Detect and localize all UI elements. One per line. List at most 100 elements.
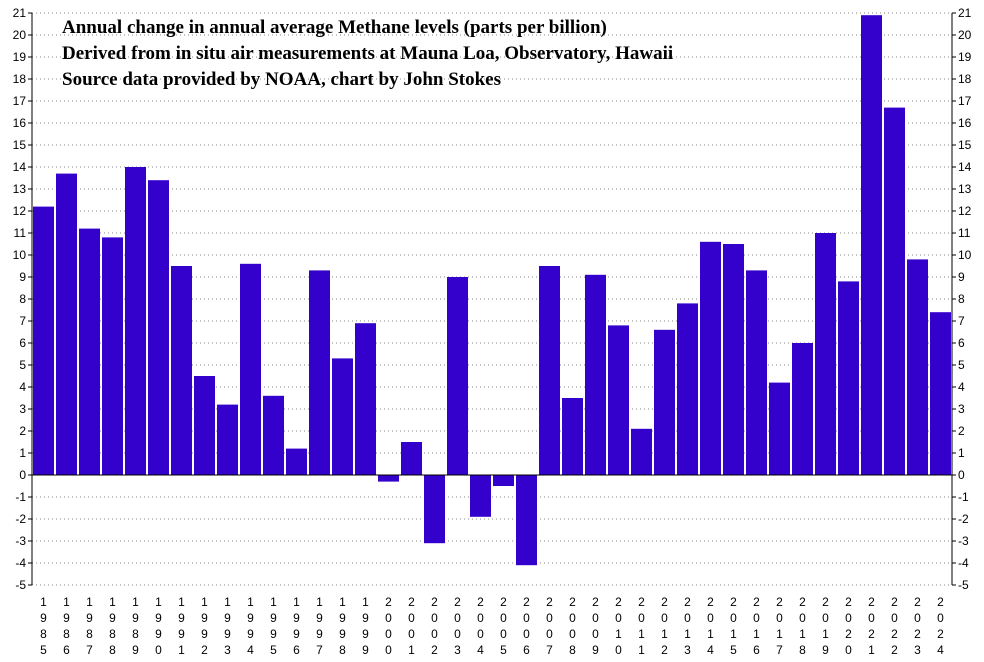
bar-1992 xyxy=(194,376,215,475)
bar-2017 xyxy=(769,382,790,475)
right-tick-label: -4 xyxy=(958,556,969,570)
right-y-axis-ticks: -5-4-3-2-1012345678910111213141516171819… xyxy=(952,6,972,592)
left-tick-label: 0 xyxy=(19,468,26,482)
bar-1999 xyxy=(355,323,376,475)
right-tick-label: 15 xyxy=(958,138,972,152)
right-tick-label: 6 xyxy=(958,336,965,350)
bar-2011 xyxy=(631,428,652,475)
chart-title: Annual change in annual average Methane … xyxy=(62,17,673,90)
bars xyxy=(33,15,951,566)
right-tick-label: 18 xyxy=(958,72,972,86)
right-tick-label: 11 xyxy=(958,226,971,240)
right-tick-label: 10 xyxy=(958,248,972,262)
left-tick-label: -1 xyxy=(15,490,26,504)
left-tick-label: -5 xyxy=(15,578,26,592)
bar-2016 xyxy=(746,270,767,475)
right-tick-label: 2 xyxy=(958,424,965,438)
right-tick-label: 14 xyxy=(958,160,972,174)
left-tick-label: 4 xyxy=(19,380,26,394)
left-tick-label: 10 xyxy=(13,248,27,262)
bar-1997 xyxy=(309,270,330,475)
left-tick-label: 21 xyxy=(13,6,27,20)
bar-2024 xyxy=(930,312,951,475)
title-line-3: Source data provided by NOAA, chart by J… xyxy=(62,69,501,90)
left-tick-label: 8 xyxy=(19,292,26,306)
right-tick-label: 12 xyxy=(958,204,972,218)
left-tick-label: 17 xyxy=(13,94,27,108)
bar-2022 xyxy=(884,107,905,475)
bar-1998 xyxy=(332,358,353,475)
x-axis-year-labels: 1 9 8 5 1 9 8 6 1 9 8 7 1 9 8 8 1 9 8 9 1 9 9 0 1 9 9 1 1 9 9 2 1 9 9 3 1 9 9 4… xyxy=(40,595,944,657)
left-tick-label: 18 xyxy=(13,72,27,86)
left-tick-label: 5 xyxy=(19,358,26,372)
right-tick-label: -1 xyxy=(958,490,969,504)
bar-2013 xyxy=(677,303,698,475)
bar-2003 xyxy=(447,277,468,475)
left-y-axis-ticks: -5-4-3-2-1012345678910111213141516171819… xyxy=(13,6,32,592)
right-tick-label: 20 xyxy=(958,28,972,42)
bar-1991 xyxy=(171,266,192,475)
bar-1993 xyxy=(217,404,238,475)
left-tick-label: 6 xyxy=(19,336,26,350)
title-line-2: Derived from in situ air measurements at… xyxy=(62,43,673,64)
left-tick-label: 20 xyxy=(13,28,27,42)
bar-1986 xyxy=(56,173,77,475)
bar-2014 xyxy=(700,241,721,475)
right-tick-label: 5 xyxy=(958,358,965,372)
bar-2000 xyxy=(378,475,399,482)
left-tick-label: -2 xyxy=(15,512,26,526)
right-tick-label: 8 xyxy=(958,292,965,306)
bar-2010 xyxy=(608,325,629,475)
bar-1996 xyxy=(286,448,307,475)
left-tick-label: 15 xyxy=(13,138,27,152)
left-tick-label: 19 xyxy=(13,50,27,64)
left-tick-label: -3 xyxy=(15,534,26,548)
bar-1988 xyxy=(102,237,123,475)
bar-1990 xyxy=(148,180,169,475)
left-tick-label: 2 xyxy=(19,424,26,438)
left-tick-label: 7 xyxy=(19,314,26,328)
bar-1985 xyxy=(33,206,54,475)
bar-2019 xyxy=(815,233,836,475)
bar-2001 xyxy=(401,442,422,475)
gridlines xyxy=(32,12,952,586)
right-tick-label: 4 xyxy=(958,380,965,394)
bar-1994 xyxy=(240,263,261,475)
left-tick-label: 16 xyxy=(13,116,27,130)
left-tick-label: 3 xyxy=(19,402,26,416)
right-tick-label: 21 xyxy=(958,6,972,20)
right-tick-label: 1 xyxy=(958,446,965,460)
bar-2023 xyxy=(907,259,928,475)
bar-1989 xyxy=(125,167,146,475)
right-tick-label: 7 xyxy=(958,314,965,328)
right-tick-label: -3 xyxy=(958,534,969,548)
right-tick-label: 19 xyxy=(958,50,972,64)
left-tick-label: 14 xyxy=(13,160,27,174)
